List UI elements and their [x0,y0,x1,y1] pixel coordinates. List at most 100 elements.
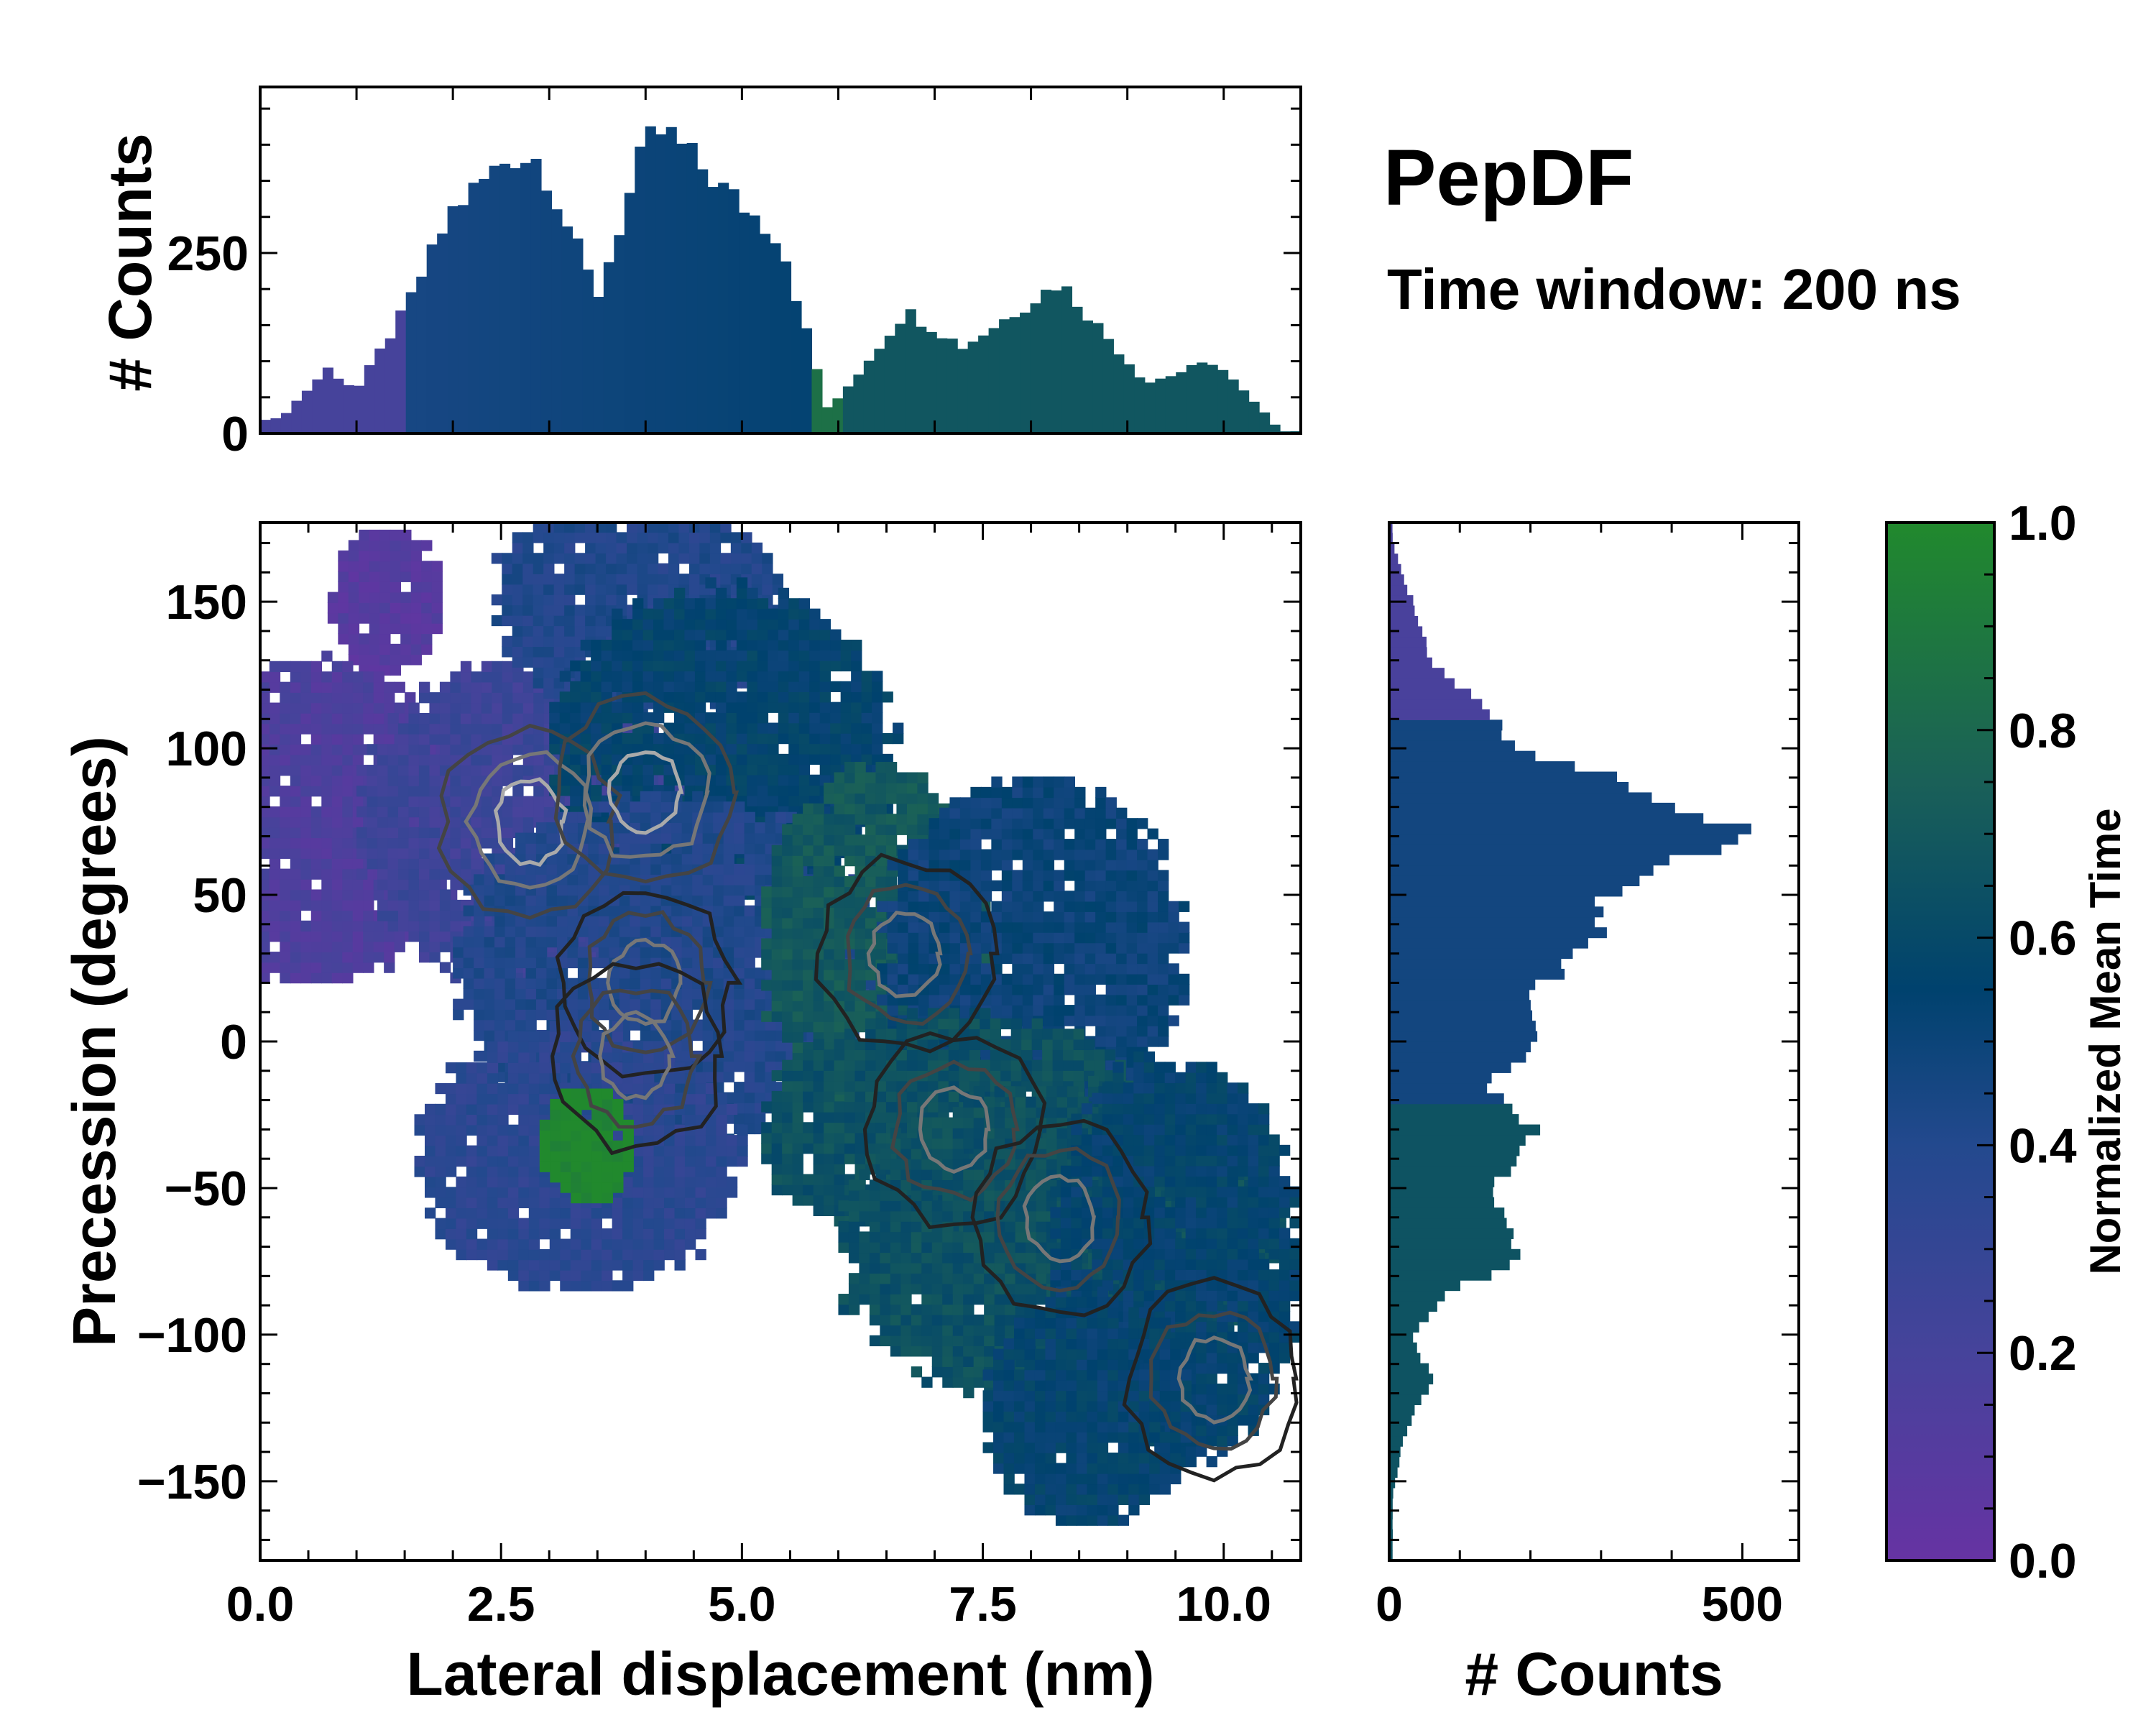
heatmap-cell [487,1082,499,1095]
heatmap-cell [535,822,548,834]
heatmap-cell [824,865,835,877]
heatmap-cell [367,816,378,828]
heatmap-cell [535,895,548,906]
heatmap-cell [491,615,503,627]
heatmap-cell [622,1151,634,1162]
heatmap-cell [456,1072,467,1084]
heatmap-cell [792,990,803,1001]
heatmap-cell [663,681,675,693]
heatmap-cell [726,712,737,724]
heatmap-cell [522,635,534,648]
heatmap-cell [747,764,758,776]
heatmap-cell [310,775,323,786]
heatmap-cell [653,1052,665,1063]
heatmap-cell [809,743,821,755]
heatmap-cell [564,625,576,637]
heatmap-cell [497,1166,509,1177]
heatmap-cell [507,1218,520,1229]
heatmap-cell [681,801,693,813]
heatmap-cell [290,744,302,755]
heatmap-cell [617,501,627,512]
heatmap-cell [543,667,555,678]
heatmap-cell [755,1071,766,1082]
heatmap-cell [744,1029,755,1041]
heatmap-cell [522,744,535,755]
heatmap-cell [713,853,724,865]
heatmap-cell [809,702,821,713]
heatmap-cell [674,1238,686,1250]
heatmap-cell [397,837,410,849]
heatmap-cell [342,712,354,724]
heatmap-cell [515,936,527,948]
heatmap-cell [460,775,472,786]
heatmap-cell [249,827,259,838]
heatmap-cell [363,879,374,891]
heatmap-cell [612,1182,624,1193]
heatmap-cell [207,942,218,952]
heatmap-cell [658,491,668,502]
heatmap-cell [439,962,451,973]
heatmap-cell [695,1093,706,1105]
heatmap-cell [755,1092,766,1103]
heatmap-cell [310,733,323,745]
top-histogram-bar [582,270,594,433]
heatmap-cell [736,691,748,703]
heatmap-cell [642,774,654,786]
heatmap-cell [751,574,763,585]
heatmap-cell [601,764,612,776]
heatmap-cell [484,895,495,906]
heatmap-cell [549,1248,561,1261]
heatmap-cell [421,581,433,593]
heatmap-cell [487,1103,499,1116]
heatmap-cell [705,1187,717,1198]
heatmap-cell [577,998,589,1010]
heatmap-cell [778,722,790,734]
heatmap-cell [834,803,845,815]
heatmap-cell [734,1061,745,1072]
heatmap-cell [260,671,270,683]
heatmap-cell [643,1166,655,1177]
heatmap-cell [674,1208,686,1219]
heatmap-cell [377,765,389,776]
heatmap-cell [755,967,766,979]
top-histogram-bar [1269,424,1281,433]
heatmap-cell [640,832,652,844]
heatmap-cell [518,1041,530,1053]
heatmap-cell [757,722,769,734]
heatmap-cell [238,952,249,962]
heatmap-cell [684,1093,696,1105]
heatmap-cell [269,858,281,870]
heatmap-cell [803,959,814,970]
heatmap-cell [421,612,433,624]
heatmap-cell [338,622,349,635]
heatmap-cell [528,1114,540,1126]
heatmap-cell [460,847,472,859]
heatmap-cell [494,916,506,927]
heatmap-cell [824,948,835,960]
heatmap-cell [338,592,349,603]
heatmap-cell [840,681,852,693]
heatmap-cell [400,550,412,562]
heatmap-cell [460,786,472,797]
heatmap-cell [331,744,344,755]
heatmap-cell [571,1130,582,1141]
heatmap-cell [390,571,402,582]
heatmap-cell [643,1197,655,1209]
heatmap-cell [653,671,665,682]
top-histogram-bar [280,413,292,433]
heatmap-cell [533,574,544,585]
heatmap-cell [893,722,904,734]
heatmap-cell [418,827,430,839]
heatmap-cell [550,1161,561,1172]
heatmap-cell [522,806,535,818]
heatmap-cell [612,1098,624,1110]
heatmap-cell [632,1269,644,1282]
heatmap-cell [476,1208,488,1219]
heatmap-cell [775,1040,787,1052]
heatmap-cell [694,764,706,776]
heatmap-cell [387,712,399,724]
heatmap-cell [310,712,323,724]
heatmap-cell [564,584,576,595]
heatmap-cell [709,532,722,543]
heatmap-cell [591,1088,603,1100]
